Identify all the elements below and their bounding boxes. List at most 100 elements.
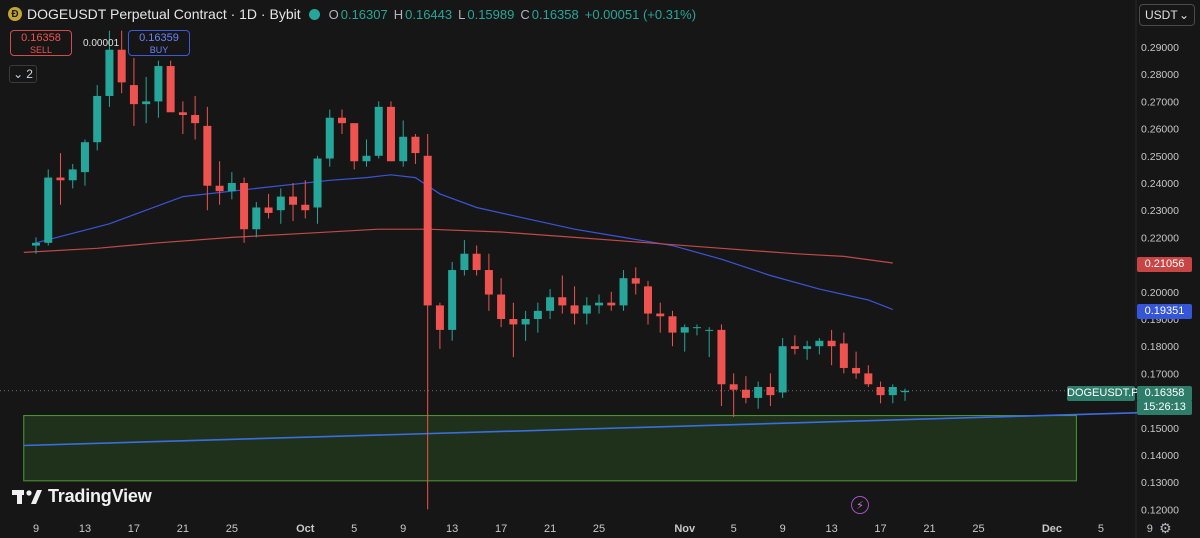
candle-body [56, 177, 65, 181]
current-price-label: 0.16358 [1137, 386, 1192, 401]
buy-button[interactable]: 0.16359 BUY [128, 30, 190, 56]
currency-value: USDT [1145, 8, 1178, 22]
x-tick-label: 5 [351, 523, 357, 535]
y-tick-label: 0.14000 [1141, 450, 1179, 462]
candle-body [680, 327, 689, 333]
candle-body [754, 387, 763, 398]
y-tick-label: 0.29000 [1141, 42, 1179, 54]
candle-body [203, 125, 212, 186]
candle-body [705, 329, 714, 331]
candle-body [558, 297, 567, 306]
x-tick-label: 25 [593, 523, 605, 535]
candle-body [901, 390, 910, 393]
candle-body [888, 387, 897, 396]
candle-body [289, 196, 298, 205]
candle-body [191, 115, 200, 124]
candle-body [460, 253, 469, 271]
indicators-toggle-button[interactable]: ⌄ 2 [9, 65, 37, 83]
candle-body [497, 294, 506, 319]
candle-body [668, 316, 677, 333]
y-tick-label: 0.13000 [1141, 477, 1179, 489]
candle-body [509, 319, 518, 325]
currency-select[interactable]: USDT ⌄ [1139, 4, 1195, 26]
candle-body [570, 305, 579, 314]
candle-body [362, 155, 371, 162]
candle-body [386, 106, 395, 162]
x-tick-label: 9 [780, 523, 786, 535]
y-tick-label: 0.27000 [1141, 96, 1179, 108]
ohlc-close-label: C [520, 6, 530, 22]
market-open-icon [308, 8, 320, 20]
x-tick-label: 17 [874, 523, 886, 535]
candle-body [448, 270, 457, 330]
y-tick-label: 0.12000 [1141, 504, 1179, 516]
candle-body [215, 185, 224, 192]
candle-body [313, 158, 322, 208]
candle-body [521, 319, 530, 325]
candle-body [93, 95, 102, 143]
support-zone [23, 415, 1077, 482]
doge-coin-icon: Ð [8, 7, 22, 21]
logo-text: TradingView [48, 486, 152, 506]
x-tick-label: 21 [923, 523, 935, 535]
candle-body [411, 136, 420, 154]
sell-label: SELL [29, 45, 53, 55]
candle-body [129, 85, 138, 105]
y-tick-label: 0.18000 [1141, 341, 1179, 353]
x-tick-label: 9 [1147, 523, 1153, 535]
x-tick-label: 21 [177, 523, 189, 535]
candle-body [154, 66, 163, 102]
candle-body [435, 305, 444, 330]
y-tick-label: 0.26000 [1141, 124, 1179, 136]
candle-body [741, 389, 750, 398]
candle-body [778, 346, 787, 393]
candle-body [619, 278, 628, 306]
tradingview-logo[interactable]: TradingView [12, 486, 152, 507]
bar-countdown-label: 15:26:13 [1137, 400, 1192, 415]
candle-body [864, 373, 873, 385]
candle-body [338, 117, 346, 124]
x-tick-label: Dec [1042, 523, 1062, 535]
y-tick-label: 0.24000 [1141, 178, 1179, 190]
y-tick-label: 0.20000 [1141, 287, 1179, 299]
candle-body [374, 106, 383, 156]
candle-body [142, 101, 151, 105]
sell-button[interactable]: 0.16358 SELL [10, 30, 72, 56]
candle-body [692, 327, 701, 329]
x-tick-label: 25 [226, 523, 238, 535]
spread-value: 0.00001 [83, 38, 120, 49]
y-tick-label: 0.15000 [1141, 423, 1179, 435]
candle-body [533, 310, 542, 319]
candle-body [717, 329, 726, 385]
series-line-trendline[interactable] [23, 410, 1181, 447]
y-tick-label: 0.22000 [1141, 232, 1179, 244]
candle-body [399, 136, 408, 162]
symbol-label: DOGEUSDT.P [1067, 386, 1139, 401]
candle-body [729, 384, 738, 390]
candle-body [546, 297, 555, 311]
candle-body [350, 123, 359, 162]
x-tick-label: 21 [544, 523, 556, 535]
candle-body [839, 343, 848, 368]
x-tick-label: Nov [674, 523, 696, 535]
candle-body [80, 142, 89, 173]
candle-body [301, 204, 310, 211]
candle-body [325, 117, 334, 159]
series-line-ma-red [23, 228, 893, 264]
candle-body [68, 169, 77, 181]
flash-icon[interactable]: ⚡ [851, 496, 869, 514]
candle-body [852, 367, 861, 374]
ma-blue-price-label: 0.19351 [1137, 304, 1192, 319]
candle-body [876, 387, 885, 396]
x-tick-label: Oct [296, 523, 315, 535]
candle-body [264, 207, 273, 213]
symbol-title[interactable]: DOGEUSDT Perpetual Contract · 1D · Bybit [27, 6, 301, 22]
candle-body [827, 340, 836, 347]
series-line-ma-blue [35, 174, 894, 311]
x-tick-label: 13 [825, 523, 837, 535]
tradingview-logo-icon [12, 489, 42, 504]
candle-body [472, 253, 481, 271]
candle-body [582, 305, 591, 314]
settings-gear-icon[interactable]: ⚙ [1159, 520, 1172, 536]
